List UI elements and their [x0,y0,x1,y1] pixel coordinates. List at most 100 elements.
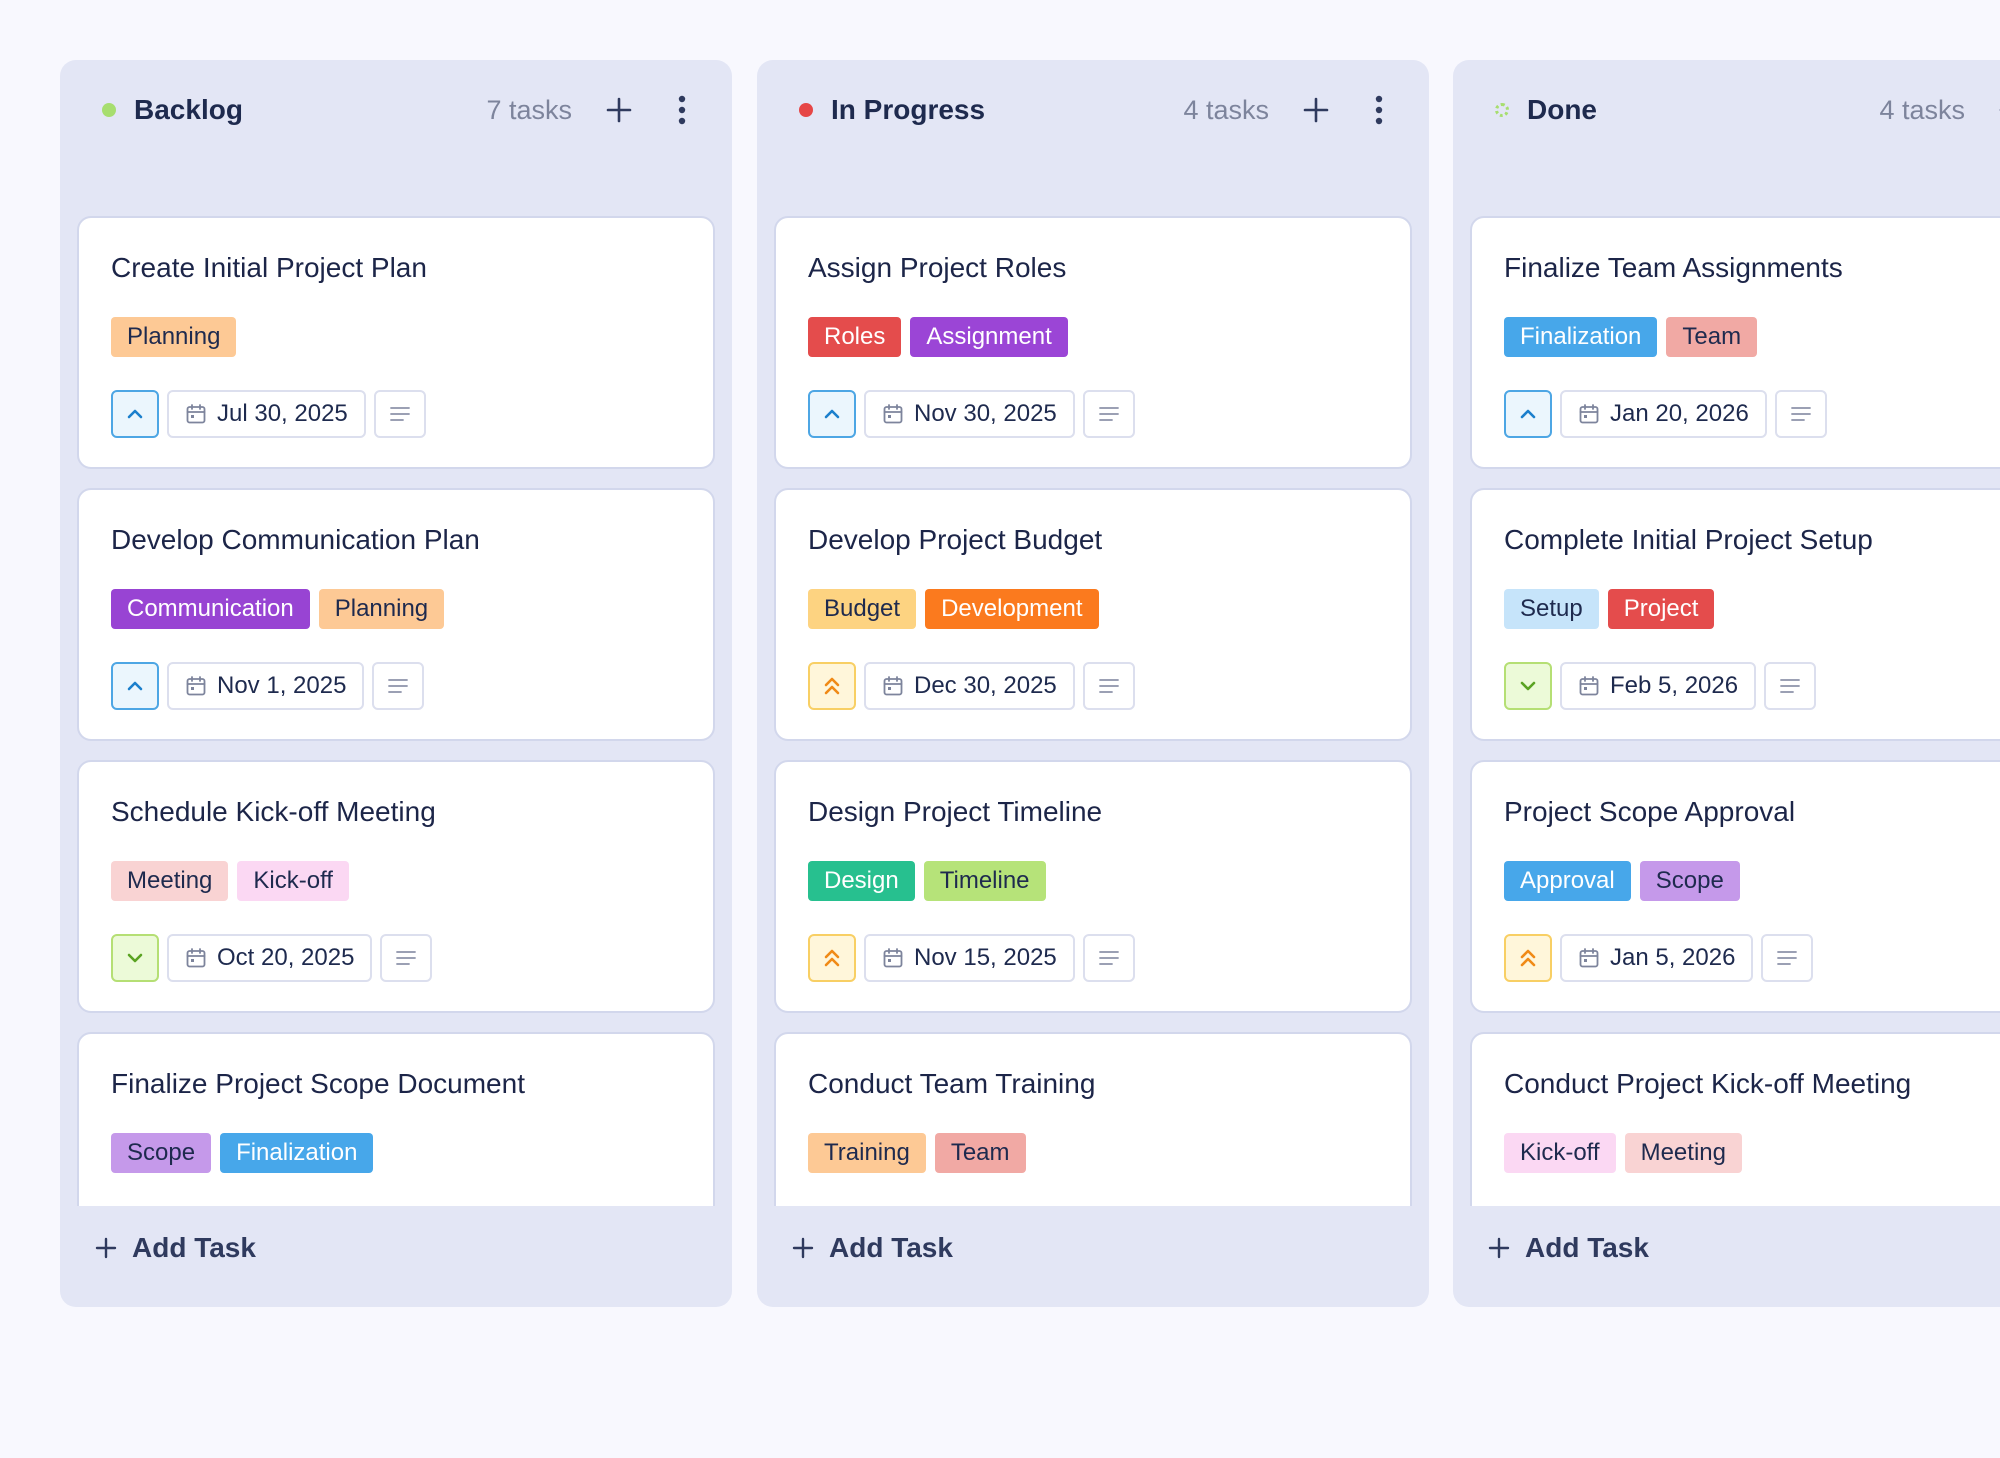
priority-high-icon[interactable] [808,662,856,710]
tag-list: Approval Scope [1504,861,1740,901]
due-date-chip[interactable]: Jan 20, 2026 [1560,390,1767,438]
add-task-button[interactable]: Add Task [94,1228,256,1268]
due-date: Jul 30, 2025 [217,400,348,427]
calendar-icon [882,947,904,969]
due-date: Jan 20, 2026 [1610,400,1749,427]
tag-scope: Scope [111,1133,212,1173]
card-meta: Feb 5, 2026 [1504,662,1817,710]
task-title: Finalize Project Scope Document [111,1068,525,1099]
priority-high-icon[interactable] [1504,934,1552,982]
tag-planning: Planning [111,317,237,357]
priority-low-icon[interactable] [1504,662,1552,710]
tag-kick-off: Kick-off [1504,1133,1616,1173]
card-meta: Jan 20, 2026 [1504,390,1827,438]
task-card[interactable]: Finalize Project Scope Document Scope Fina… [77,1032,715,1206]
calendar-icon [882,403,904,425]
due-date: Feb 5, 2026 [1610,672,1739,699]
add-task-label: Add Task [829,1232,953,1263]
task-title: Design Project Timeline [808,796,1103,827]
priority-medium-icon[interactable] [111,390,159,438]
due-date-chip[interactable]: Nov 15, 2025 [864,934,1075,982]
task-count: 4 tasks [1879,95,1965,125]
description-icon[interactable] [1082,662,1135,710]
priority-high-icon[interactable] [808,934,856,982]
due-date: Nov 30, 2025 [914,400,1057,427]
tag-timeline: Timeline [923,861,1046,901]
more-options-icon[interactable] [1361,92,1397,128]
description-icon[interactable] [372,662,425,710]
due-date-chip[interactable]: Oct 20, 2025 [167,934,373,982]
task-card[interactable]: Design Project Timeline Design Timeline Nov… [774,760,1412,1013]
task-card[interactable]: Finalize Team Assignments Finalization Tea… [1470,216,2000,469]
due-date-chip[interactable]: Jul 30, 2025 [167,390,366,438]
calendar-icon [1578,947,1600,969]
card-meta: Oct 20, 2025 [111,934,433,982]
card-list: Create Initial Project Plan Planning Jul 3… [77,156,715,1206]
due-date-chip[interactable]: Jan 5, 2026 [1560,934,1754,982]
description-icon[interactable] [1082,390,1135,438]
due-date-chip[interactable]: Nov 1, 2025 [167,662,365,710]
add-task-label: Add Task [1525,1232,1649,1263]
calendar-icon [185,947,207,969]
priority-medium-icon[interactable] [808,390,856,438]
tag-budget: Budget [808,589,917,629]
task-title: Finalize Team Assignments [1504,252,1843,283]
add-card-icon[interactable] [601,92,637,128]
description-icon[interactable] [380,934,433,982]
calendar-icon [1578,403,1600,425]
task-card[interactable]: Create Initial Project Plan Planning Jul 3… [77,216,715,469]
tag-assignment: Assignment [910,317,1068,357]
tag-project: Project [1607,589,1715,629]
more-options-icon[interactable] [664,92,700,128]
tag-list: Roles Assignment [808,317,1068,357]
priority-medium-icon[interactable] [1504,390,1552,438]
task-card[interactable]: Conduct Team TrainingTrainingTeamDec 15,… [774,1032,1412,1206]
column-title: In Progress [831,94,986,125]
tag-kick-off: Kick-off [237,861,349,901]
column-header: In Progress 4 tasks [757,60,1429,156]
tag-design: Design [808,861,915,901]
description-icon[interactable] [1764,662,1817,710]
description-icon[interactable] [1774,390,1827,438]
card-meta: Nov 1, 2025 [111,662,425,710]
task-card[interactable]: Complete Initial Project Setup Setup Proje… [1470,488,2000,741]
task-title: Develop Communication Plan [111,524,480,555]
task-card[interactable]: Schedule Kick-off Meeting Meeting Kick-off… [77,760,715,1013]
tag-team: Team [1666,317,1758,357]
column-backlog: Backlog 7 tasks Create Initial Project Pla… [60,60,732,1307]
task-card[interactable]: Assign Project Roles Roles Assignment Nov 3… [774,216,1412,469]
add-task-button[interactable]: Add Task [791,1228,953,1268]
add-task-button[interactable]: Add Task [1487,1228,1649,1268]
column-title: Done [1527,94,1597,125]
add-card-icon[interactable] [1298,92,1334,128]
tag-list: Scope Finalization [111,1133,374,1173]
due-date-chip[interactable]: Feb 5, 2026 [1560,662,1757,710]
due-date-chip[interactable]: Dec 30, 2025 [864,662,1075,710]
task-card[interactable]: Develop Project Budget Budget Development D… [774,488,1412,741]
task-title: Develop Project Budget [808,524,1103,555]
description-icon[interactable] [373,390,426,438]
due-date: Dec 30, 2025 [914,672,1057,699]
tag-setup: Setup [1504,589,1599,629]
tag-finalization: Finalization [1504,317,1658,357]
task-card[interactable]: Conduct Project Kick-off Meeting Kick-off… [1470,1032,2000,1206]
tag-list: Planning [111,317,237,357]
plus-icon [1487,1236,1511,1260]
description-icon[interactable] [1082,934,1135,982]
task-title: Assign Project Roles [808,252,1067,283]
tag-list: Meeting Kick-off [111,861,349,901]
tag-development: Development [925,589,1099,629]
card-meta: Dec 30, 2025 [808,662,1135,710]
task-count: 7 tasks [486,95,572,125]
tag-training: Training [808,1133,926,1173]
due-date-chip[interactable]: Nov 30, 2025 [864,390,1075,438]
description-icon[interactable] [1761,934,1814,982]
task-card[interactable]: Develop Communication Plan Communication P… [77,488,715,741]
add-card-icon[interactable] [1994,92,2000,128]
priority-medium-icon[interactable] [111,662,159,710]
plus-icon [94,1236,118,1260]
tag-roles: Roles [808,317,902,357]
task-card[interactable]: Project Scope Approval Approval Scope Jan 5… [1470,760,2000,1013]
add-task-label: Add Task [132,1232,256,1263]
priority-low-icon[interactable] [111,934,159,982]
